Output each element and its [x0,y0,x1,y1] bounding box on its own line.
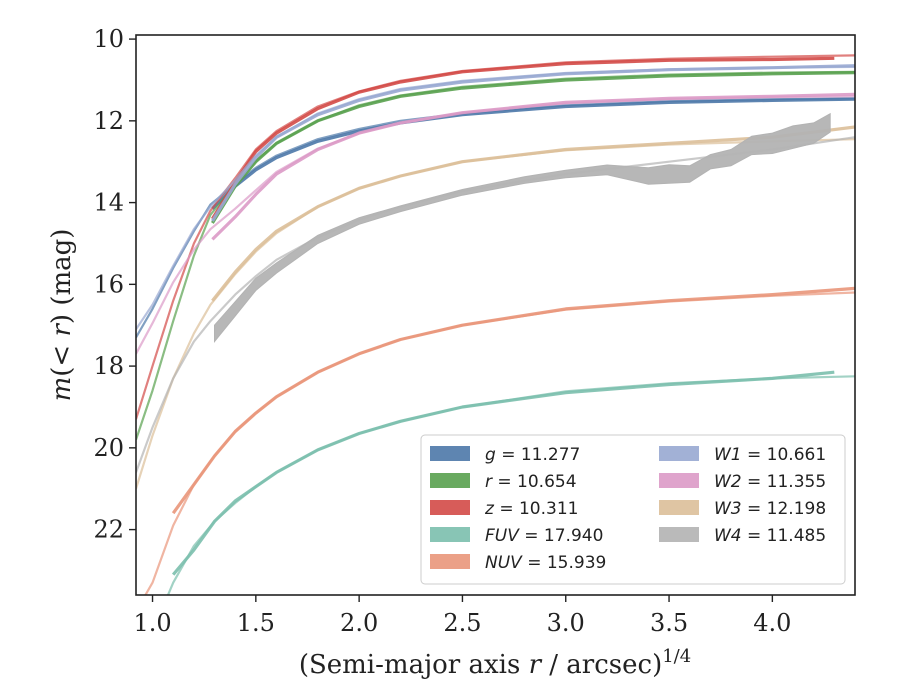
legend-label: FUV = 17.940 [485,526,603,546]
legend-label: W2 = 11.355 [714,472,826,492]
legend-item-w2: W2 = 11.355 [659,472,826,492]
legend-swatch [430,554,470,569]
legend-item-w3: W3 = 12.198 [659,499,826,519]
legend-item-nuv: NUV = 15.939 [430,553,606,573]
series-w1-data-line [211,64,855,222]
series-fuv [166,370,855,595]
series-w1 [136,64,855,330]
series-w3 [136,125,855,490]
series-nuv-data-line [171,286,855,515]
legend-label: NUV = 15.939 [485,553,606,573]
x-tick-label: 3.0 [547,609,585,637]
y-tick-label: 10 [93,25,124,53]
series-w2-model-line [136,95,855,355]
x-axis-title: (Semi-major axis r / arcsec)1/4 [299,646,691,680]
legend-swatch [430,500,470,515]
legend-swatch [659,527,699,542]
legend-frame [420,434,846,585]
legend-swatch [659,473,699,488]
y-tick-label: 12 [93,107,124,135]
x-tick-label: 2.5 [443,609,481,637]
legend-label: W3 = 12.198 [714,499,826,519]
legend-swatch [659,500,699,515]
plot-frame [135,34,856,596]
legend-label: W1 = 10.661 [714,445,826,465]
x-tick-label: 1.5 [237,609,275,637]
series-r-data-line [211,71,855,224]
x-tick-label: 4.0 [753,609,791,637]
series-w3-data-line [211,125,855,302]
legend-label: r = 10.654 [485,472,577,492]
legend-swatch [430,527,470,542]
y-tick-label: 18 [93,352,124,380]
series-r [136,70,855,441]
y-tick-label: 22 [93,516,124,544]
legend: g = 11.277 r = 10.654 z = 10.311 FUV = 17.9… [420,434,846,585]
legend-label: W4 = 11.485 [714,526,826,546]
x-tick-label: 2.0 [340,609,378,637]
legend-item-w1: W1 = 10.661 [659,445,826,465]
legend-swatch [430,446,470,461]
series-w2-data-line [211,92,855,241]
legend-item-fuv: FUV = 17.940 [430,526,603,546]
x-tick-label: 1.0 [133,609,171,637]
legend-item-w4: W4 = 11.485 [659,526,826,546]
legend-label: g = 11.277 [485,445,580,465]
series-w1-model-line [136,65,855,330]
series-z-data-line [211,56,835,220]
y-tick-label: 20 [93,434,124,462]
legend-swatch [430,473,470,488]
y-axis-title: m(< r) (mag) [47,229,77,402]
legend-item-g: g = 11.277 [430,445,580,465]
legend-item-z: z = 10.311 [430,499,578,519]
x-axis: 1.0 1.5 2.0 2.5 3.0 3.5 4.0 [133,595,791,637]
y-axis: 10 12 14 16 18 20 22 [93,25,136,544]
legend-label: z = 10.311 [484,499,578,519]
y-tick-label: 16 [93,270,124,298]
legend-swatch [659,446,699,461]
series-w4-data-band [214,112,831,344]
series-z [136,54,855,420]
series-w4 [136,112,855,473]
series-w2 [136,92,855,355]
series-layer [136,54,855,595]
x-tick-label: 3.5 [650,609,688,637]
legend-item-r: r = 10.654 [430,472,577,492]
y-tick-label: 14 [93,189,124,217]
series-r-model-line [136,70,855,441]
series-nuv [144,286,855,595]
series-fuv-data-line [171,370,835,576]
